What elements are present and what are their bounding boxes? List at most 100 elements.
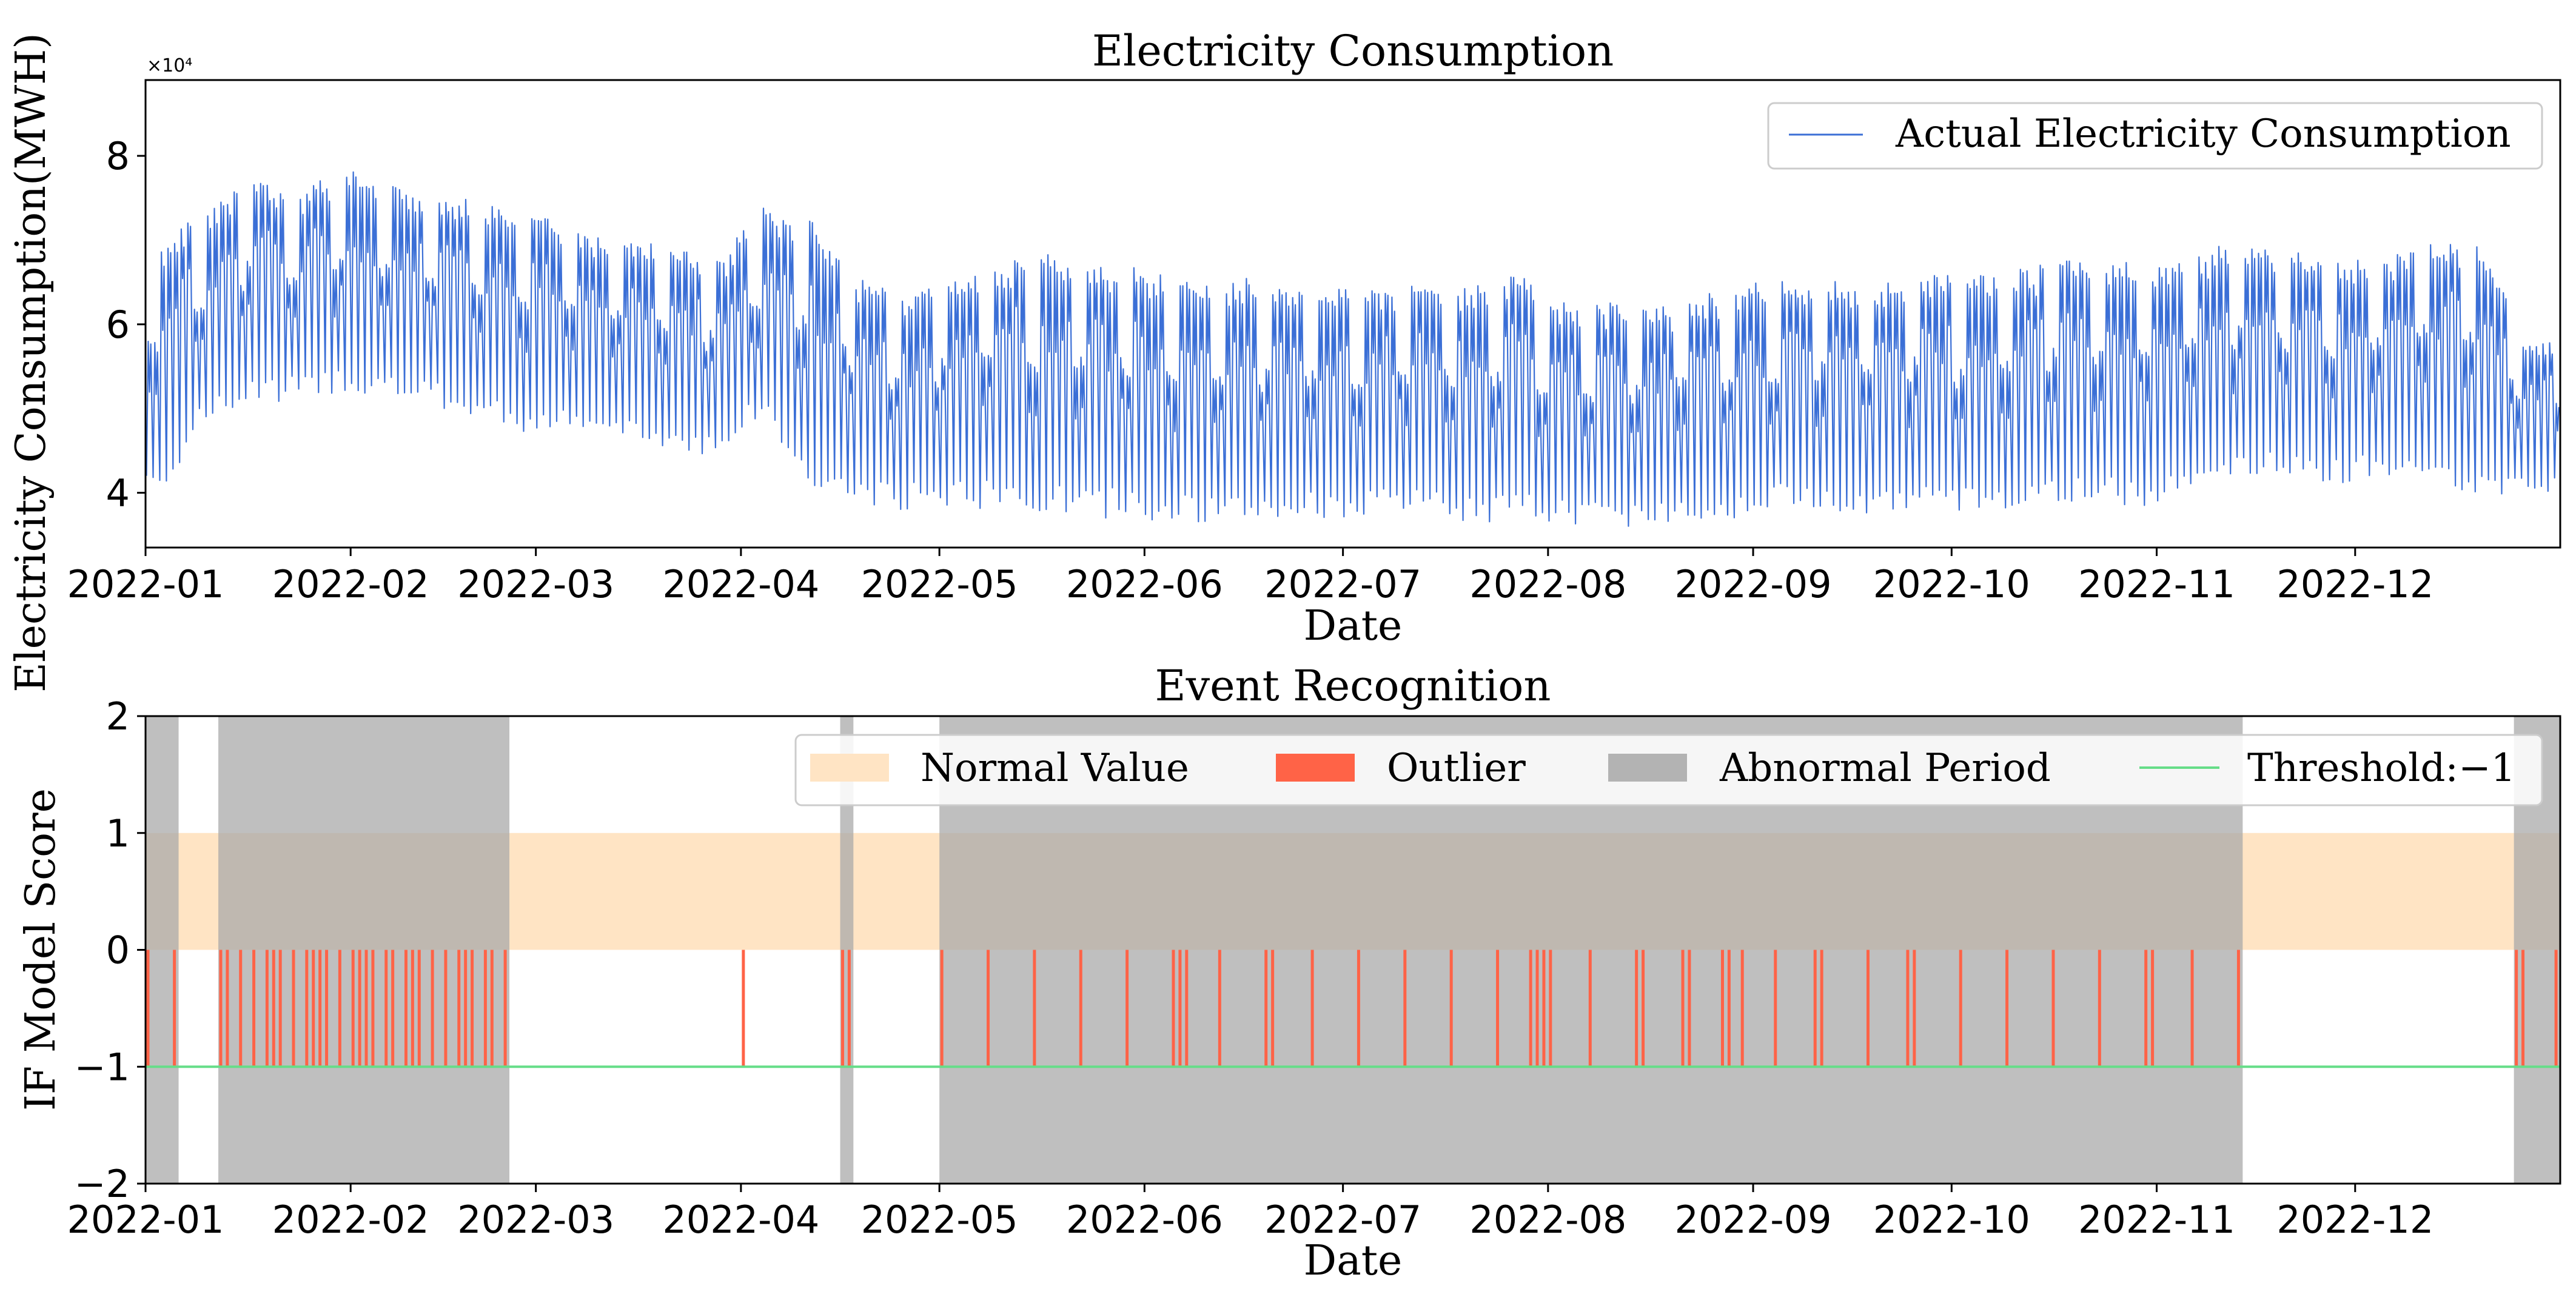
x-tick-label: 2022-08	[1469, 562, 1626, 606]
outlier-bar	[384, 950, 388, 1067]
outlier-bar	[987, 950, 990, 1067]
event-recognition-chart: Event Recognition IF Model Score Date 20…	[17, 661, 2561, 1285]
outlier-bar	[1218, 950, 1221, 1067]
outlier-bar	[239, 950, 243, 1067]
outlier-bar	[351, 950, 355, 1067]
outlier-bar	[1542, 950, 1546, 1067]
legend-label-normal-value: Normal Value	[921, 746, 1189, 791]
legend-label-abnormal-period: Abnormal Period	[1719, 746, 2051, 791]
outlier-bar	[404, 950, 408, 1067]
outlier-bar	[1178, 950, 1182, 1067]
outlier-bar	[841, 950, 845, 1067]
outlier-bar	[444, 950, 448, 1067]
y-tick-label: 1	[106, 811, 130, 856]
consumption-x-axis-label: Date	[1304, 602, 1403, 650]
outlier-bar	[1688, 950, 1691, 1067]
outlier-bar	[1125, 950, 1129, 1067]
x-tick-label: 2022-09	[1674, 1198, 1831, 1242]
outlier-bar	[1449, 950, 1453, 1067]
consumption-legend: Actual Electricity Consumption	[1767, 102, 2543, 170]
outlier-bar	[272, 950, 275, 1067]
outlier-bar	[1681, 950, 1685, 1067]
event-legend: Normal Value Outlier Abnormal Period Thr…	[794, 734, 2543, 806]
outlier-bar	[2236, 950, 2240, 1067]
outlier-bar	[1720, 950, 1724, 1067]
event-y-axis: −2 −1 0 1 2	[75, 694, 146, 1206]
x-tick-label: 2022-04	[662, 562, 819, 606]
y-tick-label: 4	[106, 471, 130, 515]
outlier-bar	[318, 950, 322, 1067]
outlier-bar	[1913, 950, 1916, 1067]
x-tick-label: 2022-12	[2276, 562, 2433, 606]
outlier-bar	[411, 950, 414, 1067]
outlier-bar	[1813, 950, 1817, 1067]
outlier-bar	[364, 950, 368, 1067]
outlier-bar	[431, 950, 434, 1067]
x-tick-label: 2022-02	[272, 562, 429, 606]
legend-swatch-abnormal-period	[1608, 754, 1687, 782]
outlier-bar	[490, 950, 494, 1067]
outlier-bar	[471, 950, 474, 1067]
legend-swatch-normal-value	[810, 754, 889, 782]
y-tick-label: −1	[75, 1045, 130, 1089]
outlier-bar	[464, 950, 468, 1067]
x-tick-label: 2022-01	[67, 1198, 224, 1242]
event-x-axis: 2022-01 2022-02 2022-03 2022-04 2022-05 2022-…	[67, 1184, 2433, 1242]
outlier-bar	[278, 950, 282, 1067]
y-tick-label: −2	[75, 1162, 130, 1206]
outlier-bar	[2005, 950, 2009, 1067]
outlier-bar	[1172, 950, 1175, 1067]
outlier-bar	[173, 950, 176, 1067]
outlier-bars	[146, 950, 2558, 1067]
event-x-axis-label: Date	[1304, 1237, 1403, 1285]
outlier-bar	[1959, 950, 1962, 1067]
outlier-bar	[503, 950, 507, 1067]
outlier-bar	[1529, 950, 1532, 1067]
outlier-bar	[265, 950, 269, 1067]
outlier-bar	[1727, 950, 1731, 1067]
outlier-bar	[1033, 950, 1036, 1067]
y-tick-label: 8	[106, 134, 130, 178]
x-tick-label: 2022-03	[457, 1198, 614, 1242]
outlier-bar	[252, 950, 256, 1067]
x-tick-label: 2022-08	[1469, 1198, 1626, 1242]
outlier-bar	[226, 950, 229, 1067]
y-tick-label: 0	[106, 928, 130, 973]
outlier-bar	[292, 950, 295, 1067]
outlier-bar	[1588, 950, 1592, 1067]
outlier-bar	[2190, 950, 2194, 1067]
x-tick-label: 2022-01	[67, 562, 224, 606]
outlier-bar	[483, 950, 487, 1067]
outlier-bar	[371, 950, 375, 1067]
outlier-bar	[325, 950, 329, 1067]
consumption-plot-frame	[144, 79, 2561, 549]
outlier-bar	[391, 950, 395, 1067]
x-tick-label: 2022-05	[861, 1198, 1018, 1242]
x-tick-label: 2022-11	[2078, 562, 2235, 606]
outlier-bar	[1264, 950, 1268, 1067]
outlier-bar	[2144, 950, 2148, 1067]
outlier-bar	[417, 950, 421, 1067]
legend-label-actual-consumption: Actual Electricity Consumption	[1895, 112, 2511, 156]
outlier-bar	[1866, 950, 1870, 1067]
outlier-bar	[1403, 950, 1407, 1067]
outlier-bar	[1820, 950, 1823, 1067]
legend-label-threshold: Threshold:−1	[2247, 746, 2515, 791]
outlier-bar	[312, 950, 315, 1067]
consumption-legend-box	[1767, 102, 2543, 170]
x-tick-label: 2022-07	[1264, 562, 1421, 606]
y-offset-text: ×10⁴	[147, 55, 192, 76]
consumption-series-line	[146, 171, 2560, 527]
x-tick-label: 2022-11	[2078, 1198, 2235, 1242]
outlier-bar	[2521, 950, 2525, 1067]
outlier-bar	[457, 950, 461, 1067]
x-tick-label: 2022-07	[1264, 1198, 1421, 1242]
outlier-bar	[338, 950, 341, 1067]
x-tick-label: 2022-04	[662, 1198, 819, 1242]
outlier-bar	[358, 950, 361, 1067]
outlier-bar	[305, 950, 309, 1067]
outlier-bar	[1535, 950, 1539, 1067]
outlier-bar	[2098, 950, 2101, 1067]
outlier-bar	[219, 950, 223, 1067]
